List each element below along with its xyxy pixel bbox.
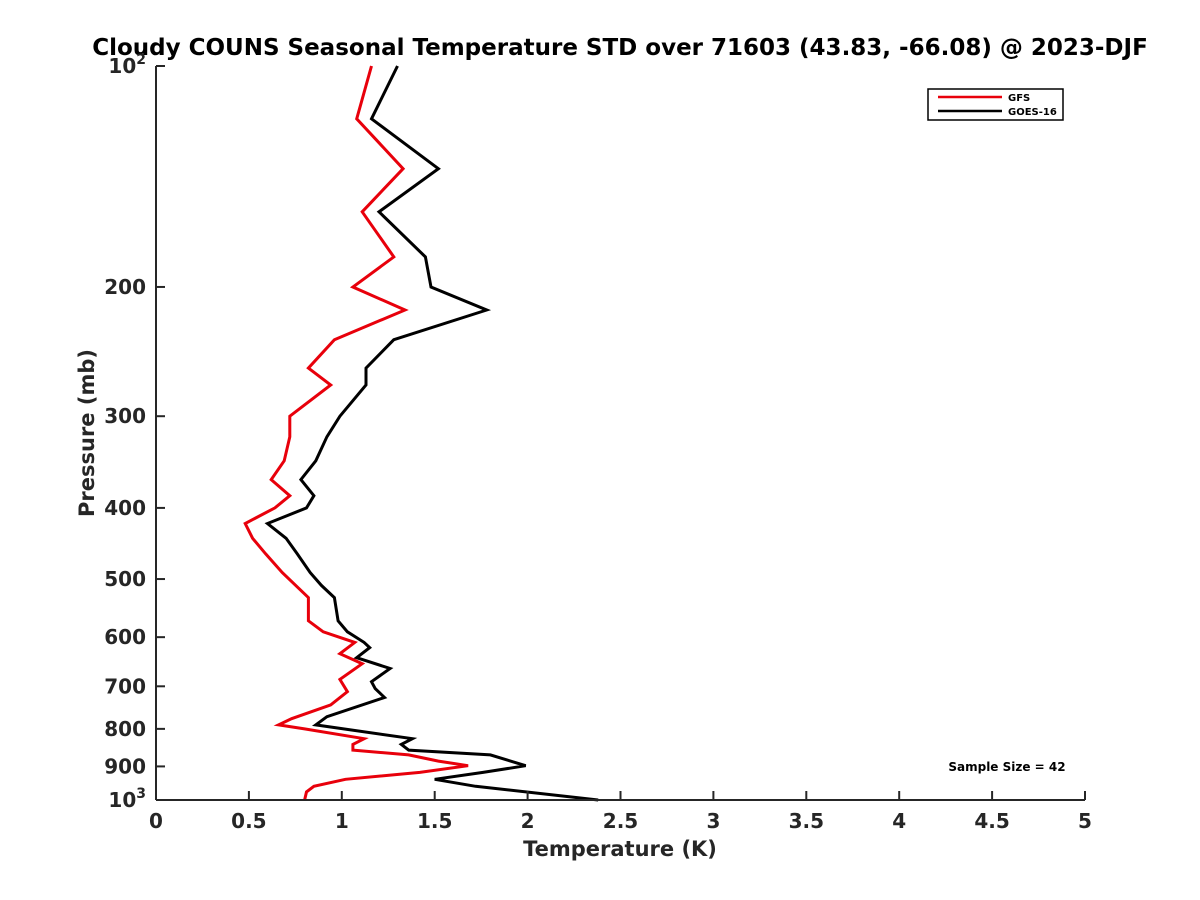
y-axis-ticks: 102 200 300 400 500 600 700 800 900 103 — [104, 52, 165, 812]
chart-title: Cloudy COUNS Seasonal Temperature STD ov… — [92, 35, 1148, 61]
y-tick-label: 700 — [104, 674, 146, 698]
x-tick-label: 0 — [149, 809, 163, 833]
x-tick-label: 1.5 — [417, 809, 452, 833]
y-tick-label: 300 — [104, 404, 146, 428]
x-tick-label: 1 — [335, 809, 349, 833]
y-tick-label: 600 — [104, 625, 146, 649]
series-lines — [243, 65, 599, 802]
y-tick-label: 102 — [108, 52, 146, 78]
legend: GFS GOES-16 — [927, 88, 1064, 121]
x-tick-label: 4 — [892, 809, 906, 833]
y-axis-title: Pressure (mb) — [75, 349, 99, 517]
x-tick-label: 5 — [1078, 809, 1092, 833]
legend-box — [927, 88, 1064, 121]
series-line-gfs — [243, 65, 469, 801]
y-tick-label: 103 — [108, 786, 146, 812]
legend-label-goes16: GOES-16 — [1008, 107, 1057, 118]
x-tick-label: 3.5 — [789, 809, 824, 833]
x-axis-title: Temperature (K) — [523, 837, 717, 861]
sample-size-annotation: Sample Size = 42 — [948, 760, 1065, 774]
series-line-goes16 — [264, 65, 599, 802]
x-tick-label: 0.5 — [231, 809, 266, 833]
x-tick-label: 3 — [706, 809, 720, 833]
y-tick-label: 800 — [104, 717, 146, 741]
x-tick-label: 4.5 — [974, 809, 1009, 833]
y-tick-label: 400 — [104, 496, 146, 520]
x-tick-label: 2 — [521, 809, 535, 833]
x-tick-label: 2.5 — [603, 809, 638, 833]
y-tick-label: 200 — [104, 275, 146, 299]
y-tick-label: 500 — [104, 567, 146, 591]
legend-label-gfs: GFS — [1008, 93, 1030, 104]
y-tick-label: 900 — [104, 754, 146, 778]
x-axis-ticks: 0 0.5 1 1.5 2 2.5 3 3.5 4 4.5 5 — [149, 791, 1092, 833]
